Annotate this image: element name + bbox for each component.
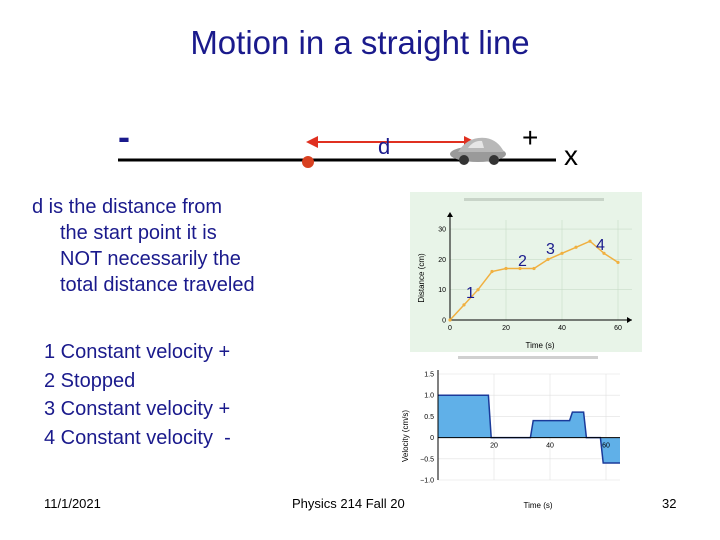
y-tick-label: −1.0 (420, 478, 434, 485)
y-tick-label: 1.0 (424, 393, 434, 400)
car-icon (450, 137, 506, 165)
x-axis-arrow (627, 317, 632, 323)
data-point (448, 318, 452, 322)
data-point (574, 245, 578, 249)
velocity-series-line (438, 394, 620, 464)
x-tick-label: 0 (448, 325, 452, 332)
x-axis-label: x (564, 140, 578, 171)
caption-placeholder (458, 356, 598, 359)
segment-number: 2 (518, 253, 527, 270)
data-point (462, 303, 466, 307)
chart-background (410, 192, 642, 352)
data-point (546, 257, 550, 261)
data-point (602, 251, 606, 255)
x-tick-label: 20 (490, 443, 498, 450)
data-point (588, 239, 592, 243)
definition-line: the start point it is (60, 222, 217, 244)
x-tick-label: 40 (546, 443, 554, 450)
legend-item: 2 Stopped (44, 369, 136, 392)
y-tick-label: 30 (438, 227, 446, 234)
footer-date: 11/1/2021 (44, 496, 101, 511)
y-tick-label: 10 (438, 287, 446, 294)
x-axis-title: Time (s) (523, 501, 552, 510)
legend-item: 3 Constant velocity + (44, 398, 231, 420)
y-tick-label: 1.5 (424, 372, 434, 379)
data-point (532, 266, 536, 271)
x-tick-label: 60 (614, 325, 622, 332)
negative-direction-label: - (118, 116, 130, 157)
data-point (616, 260, 620, 265)
distance-label: d (378, 134, 391, 159)
legend-item: 1 Constant velocity + (44, 341, 231, 363)
positive-direction-label: + (522, 122, 539, 153)
x-tick-label: 40 (558, 325, 566, 332)
legend-item: 4 Constant velocity - (44, 426, 231, 449)
definition-text: d is the distance from the start point i… (32, 194, 332, 298)
velocity-time-chart: 20 40 60 1.5 1.0 0.5 0 −0.5 −1.0 Time (s) Veloci… (398, 356, 630, 520)
y-tick-label: 0 (430, 435, 434, 442)
y-tick-label: 20 (438, 257, 446, 264)
definition-line: total distance traveled (60, 274, 255, 296)
x-tick-label: 60 (602, 443, 610, 450)
slide-title: Motion in a straight line (190, 24, 530, 61)
y-axis-arrow (447, 212, 453, 217)
y-tick-label: −0.5 (420, 456, 434, 463)
start-point-dot (302, 156, 314, 168)
y-axis-title: Velocity (cm/s) (401, 410, 410, 462)
arrow-head-left (306, 136, 318, 148)
x-tick-label: 20 (502, 325, 510, 332)
data-point (490, 269, 494, 274)
y-tick-label: 0 (442, 318, 446, 325)
segment-legend: 1 Constant velocity + 2 Stopped 3 Consta… (44, 338, 231, 452)
segment-number: 3 (546, 241, 555, 258)
data-point (476, 288, 480, 292)
data-point (560, 251, 564, 255)
data-point (518, 266, 522, 271)
caption-placeholder (464, 198, 604, 201)
x-axis-title: Time (s) (525, 341, 554, 350)
data-point (504, 266, 508, 271)
y-axis-title: Distance (cm) (417, 253, 426, 303)
definition-line: NOT necessarily the (60, 248, 241, 270)
definition-line: d is the distance from (32, 196, 223, 218)
footer-page-number: 32 (662, 496, 677, 511)
number-line-diagram (118, 136, 556, 168)
segment-number: 1 (466, 285, 475, 302)
y-tick-label: 0.5 (424, 414, 434, 421)
footer-course: Physics 214 Fall 20 (292, 496, 405, 511)
segment-number: 4 (596, 237, 605, 254)
